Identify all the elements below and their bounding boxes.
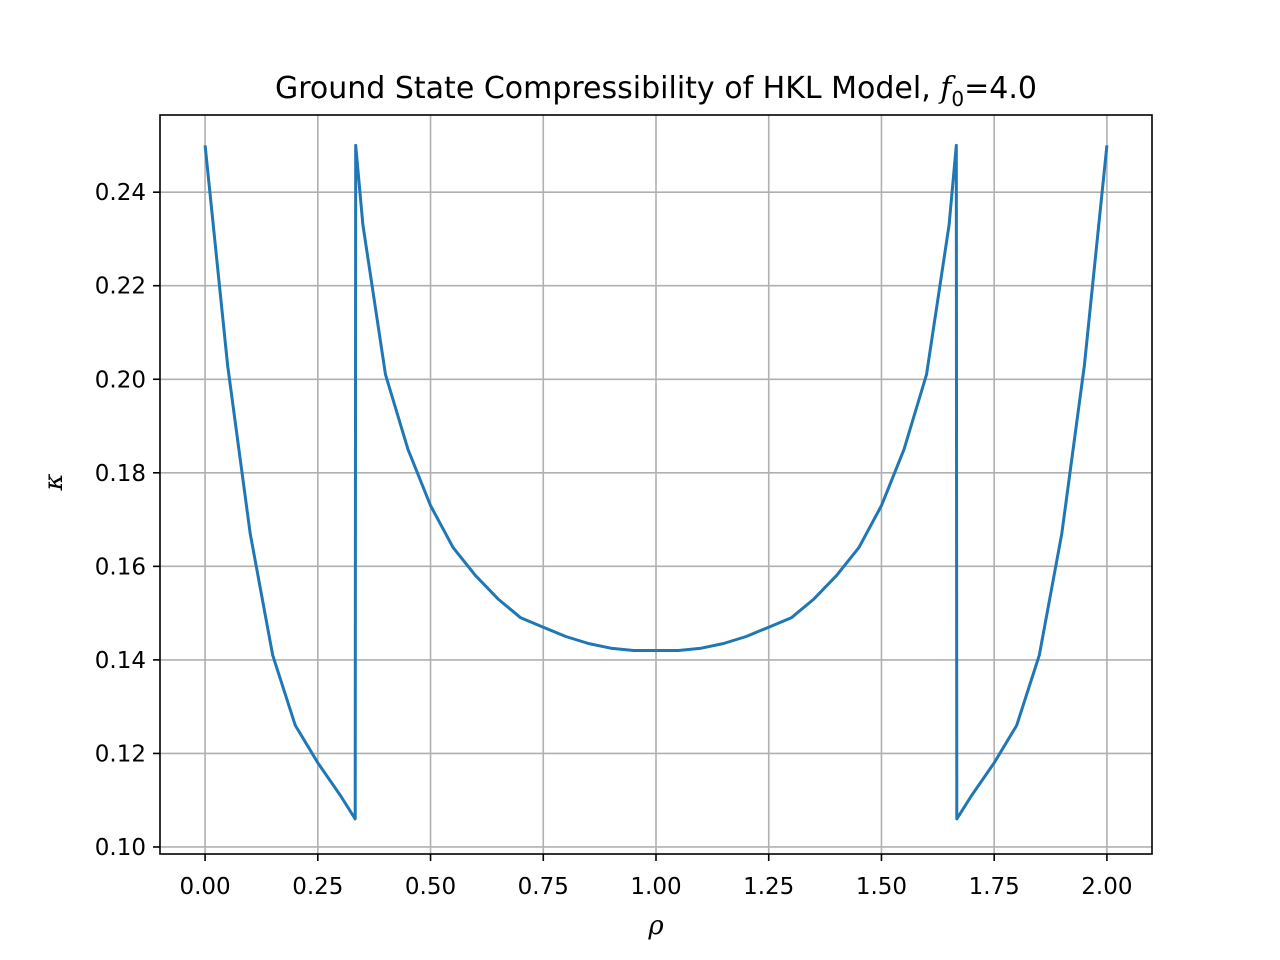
y-tick-label: 0.20 [95, 367, 146, 393]
y-tick-label: 0.16 [95, 554, 146, 580]
chart-title-sub: 0 [951, 87, 964, 111]
x-tick-label: 0.50 [405, 874, 456, 900]
y-axis-label: κ [39, 473, 69, 491]
y-axis-ticks: 0.10 0.12 0.14 0.16 0.18 0.20 0.22 0.24 [95, 180, 160, 861]
y-tick-label: 0.14 [95, 648, 146, 674]
x-tick-label: 1.00 [630, 874, 681, 900]
y-tick-label: 0.24 [95, 180, 146, 206]
y-tick-label: 0.10 [95, 835, 146, 861]
chart-title-prefix: Ground State Compressibility of HKL Mode… [275, 71, 940, 106]
x-tick-label: 0.75 [518, 874, 569, 900]
x-tick-label: 1.75 [969, 874, 1020, 900]
y-tick-label: 0.18 [95, 461, 146, 487]
x-tick-label: 1.25 [743, 874, 794, 900]
grid [160, 115, 1152, 854]
x-tick-label: 1.50 [856, 874, 907, 900]
x-tick-label: 0.25 [292, 874, 343, 900]
series-group [203, 143, 1109, 821]
chart-title: Ground State Compressibility of HKL Mode… [275, 71, 1037, 111]
x-axis-ticks: 0.00 0.25 0.50 0.75 1.00 1.25 1.50 1.75 2.00 [179, 854, 1133, 900]
y-tick-label: 0.22 [95, 274, 146, 300]
chart-title-suffix: =4.0 [964, 71, 1037, 106]
y-tick-label: 0.12 [95, 741, 146, 767]
x-tick-label: 0.00 [179, 874, 230, 900]
x-tick-label: 2.00 [1081, 874, 1132, 900]
x-axis-label: ρ [647, 911, 664, 941]
series-line [203, 143, 1109, 821]
